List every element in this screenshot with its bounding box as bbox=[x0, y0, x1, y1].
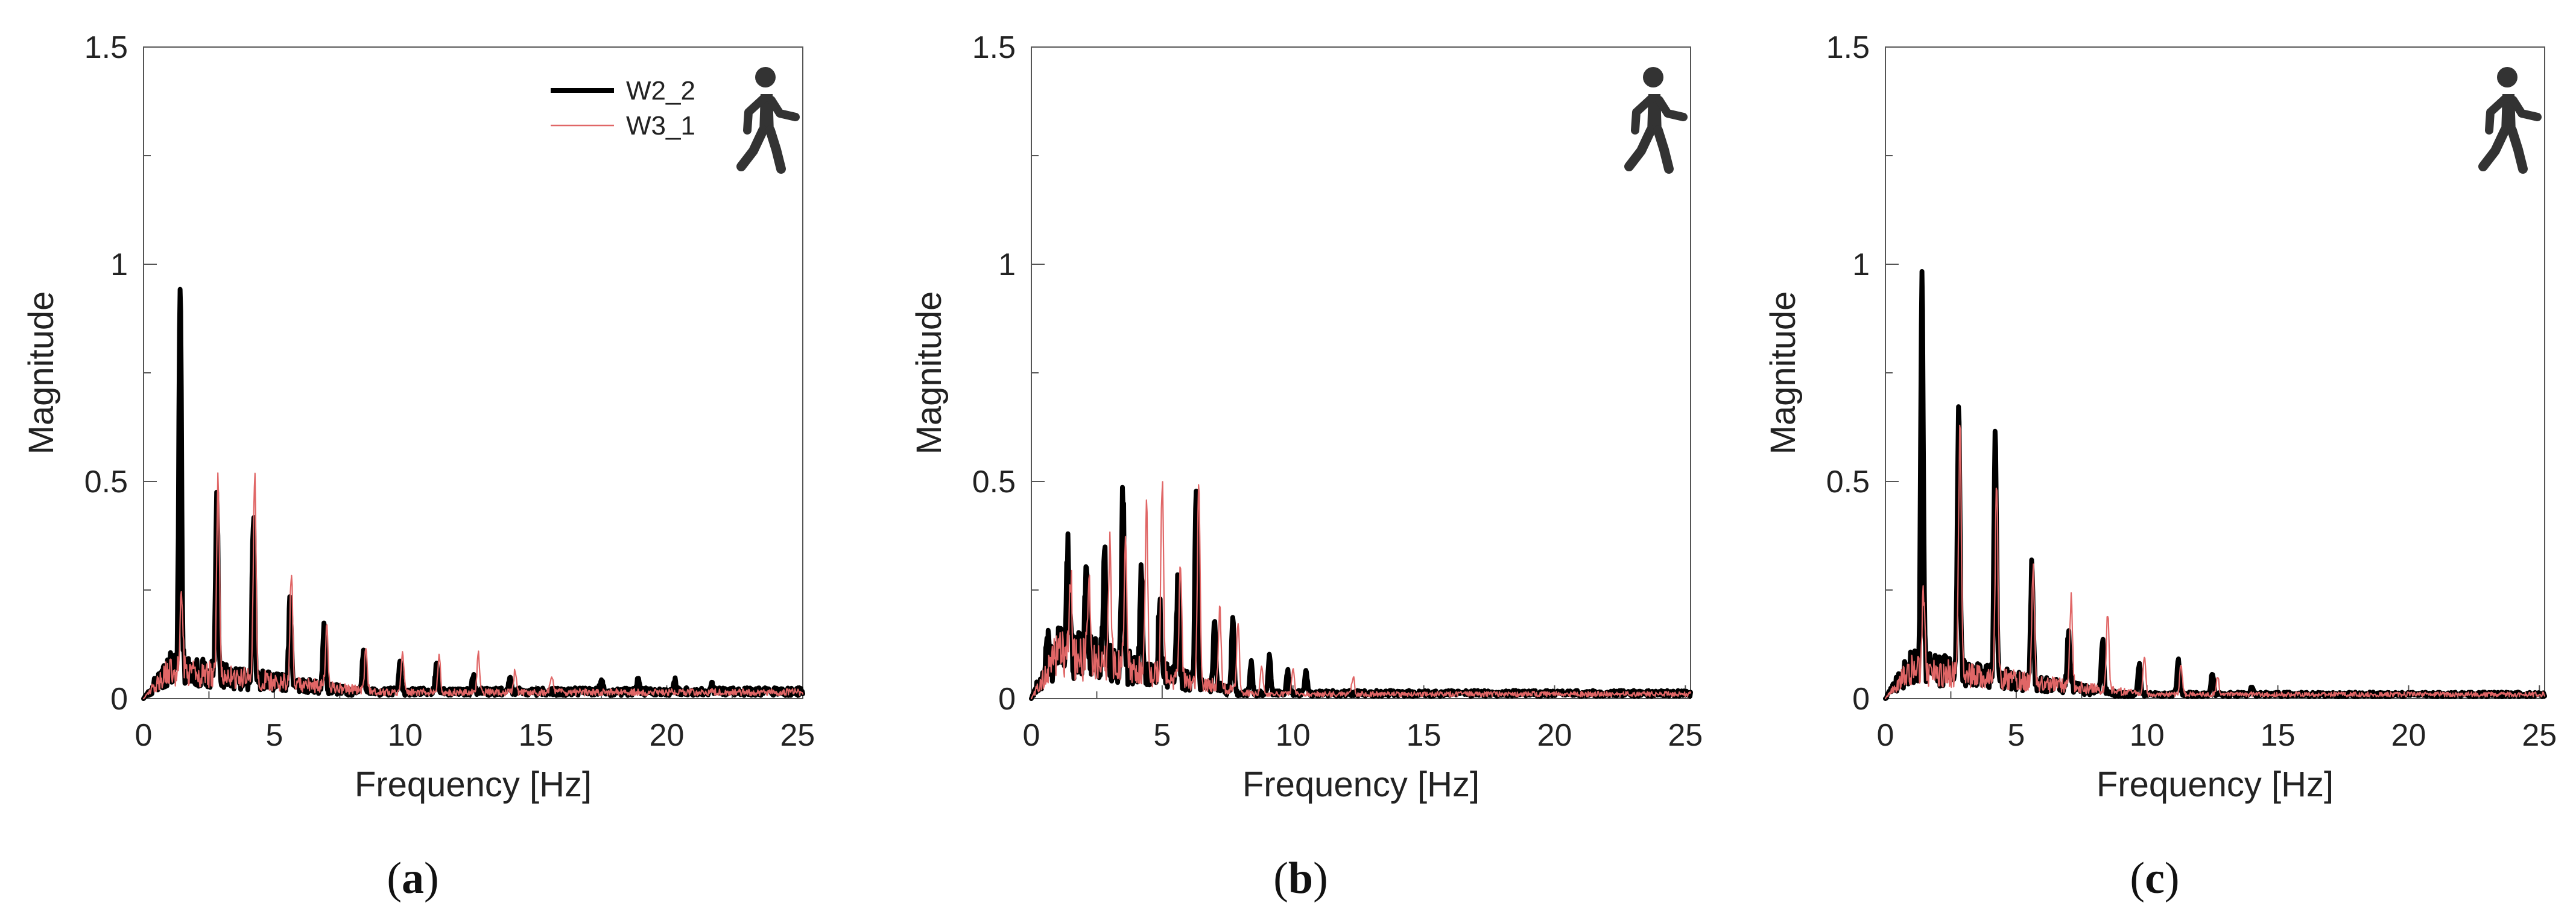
y-tick-label: 1.5 bbox=[972, 30, 1016, 65]
walking-person-icon bbox=[1624, 67, 1688, 174]
series-line-w2-2 bbox=[141, 287, 805, 701]
y-axis-title: Magnitude bbox=[1764, 291, 1803, 455]
icon-back-arm bbox=[1631, 95, 1655, 135]
icon-front-leg bbox=[1653, 125, 1674, 174]
y-tick-label: 0 bbox=[1852, 682, 1870, 717]
series-line-w2-2 bbox=[1883, 269, 2547, 701]
legend: W2_2 W3_1 bbox=[551, 76, 695, 141]
y-axis-title: Magnitude bbox=[910, 291, 949, 455]
panel-caption: (c) bbox=[2130, 854, 2179, 903]
x-tick-label: 10 bbox=[388, 718, 423, 753]
series-line-w3-1 bbox=[1030, 481, 1692, 700]
walking-person-icon bbox=[736, 67, 800, 174]
y-tick-label: 0.5 bbox=[1826, 465, 1870, 500]
x-axis-title: Frequency [Hz] bbox=[355, 765, 592, 804]
x-tick-label: 25 bbox=[2522, 718, 2557, 753]
icon-head bbox=[755, 67, 776, 87]
icon-front-leg bbox=[2507, 125, 2528, 174]
y-tick-label: 1.5 bbox=[84, 30, 128, 65]
x-axis-title: Frequency [Hz] bbox=[2097, 765, 2334, 804]
x-tick-label: 0 bbox=[1877, 718, 1894, 753]
icon-back-leg bbox=[1624, 125, 1656, 171]
x-tick-label: 25 bbox=[780, 718, 815, 753]
icon-back-leg bbox=[736, 125, 768, 171]
x-tick-label: 5 bbox=[265, 718, 283, 753]
y-tick-label: 0 bbox=[110, 682, 128, 717]
x-tick-label: 10 bbox=[1276, 718, 1311, 753]
legend-label: W3_1 bbox=[626, 111, 695, 141]
icon-front-arm bbox=[1655, 96, 1688, 121]
y-tick-label: 0 bbox=[998, 682, 1016, 717]
x-tick-label: 15 bbox=[2261, 718, 2296, 753]
icon-front-arm bbox=[767, 96, 800, 121]
panel-caption: (b) bbox=[1273, 854, 1328, 903]
legend-label: W2_2 bbox=[626, 76, 695, 106]
y-axis-title: Magnitude bbox=[22, 291, 61, 455]
y-tick-label: 1 bbox=[998, 247, 1016, 282]
icon-back-arm bbox=[743, 95, 767, 135]
y-tick-label: 0.5 bbox=[84, 465, 128, 500]
x-tick-label: 25 bbox=[1668, 718, 1703, 753]
x-tick-label: 15 bbox=[519, 718, 554, 753]
y-tick-label: 1.5 bbox=[1826, 30, 1870, 65]
plot-frame bbox=[1031, 46, 1691, 699]
series-line-w3-1 bbox=[142, 472, 804, 700]
x-tick-label: 15 bbox=[1407, 718, 1441, 753]
x-tick-label: 0 bbox=[1023, 718, 1040, 753]
plot-frame bbox=[1885, 46, 2545, 699]
panel-caption: (a) bbox=[387, 854, 438, 903]
chart-panel-b: 0 0.5 1 1.5 0 5 10 15 20 25 Frequency [Hz] Magnitud… bbox=[910, 30, 1703, 903]
walking-person-icon bbox=[2478, 67, 2542, 174]
x-tick-label: 20 bbox=[650, 718, 685, 753]
plot-frame bbox=[143, 46, 803, 699]
x-tick-label: 20 bbox=[1537, 718, 1572, 753]
x-tick-label: 0 bbox=[135, 718, 153, 753]
icon-back-arm bbox=[2485, 95, 2509, 135]
icon-head bbox=[2497, 67, 2517, 87]
x-tick-label: 5 bbox=[1153, 718, 1171, 753]
y-tick-label: 1 bbox=[1852, 247, 1870, 282]
x-axis-title: Frequency [Hz] bbox=[1242, 765, 1479, 804]
y-tick-label: 1 bbox=[110, 247, 128, 282]
chart-panel-a: 0 0.5 1 1.5 0 5 10 15 20 25 Frequency [Hz] Magnitud… bbox=[22, 30, 815, 903]
series-line-w3-1 bbox=[1884, 424, 2546, 700]
icon-front-leg bbox=[765, 125, 786, 174]
icon-back-leg bbox=[2478, 125, 2510, 171]
x-tick-label: 20 bbox=[2391, 718, 2426, 753]
y-tick-label: 0.5 bbox=[972, 465, 1016, 500]
chart-panel-c: 0 0.5 1 1.5 0 5 10 15 20 25 Frequency [Hz] Magnitud… bbox=[1764, 30, 2557, 903]
x-tick-label: 10 bbox=[2130, 718, 2165, 753]
icon-front-arm bbox=[2509, 96, 2542, 121]
x-tick-label: 5 bbox=[2007, 718, 2025, 753]
icon-head bbox=[1643, 67, 1663, 87]
